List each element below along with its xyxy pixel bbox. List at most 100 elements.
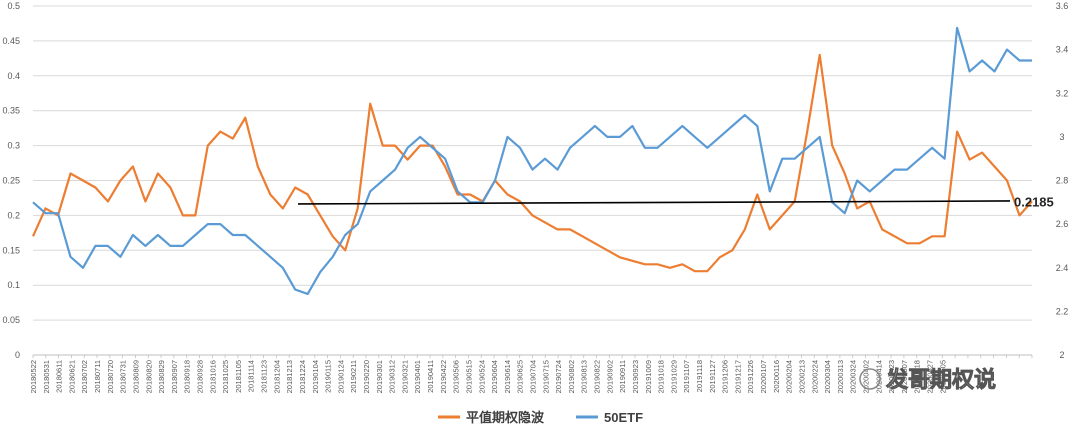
x-tick-label: 20190715 <box>541 360 550 393</box>
x-tick-label: 20180702 <box>80 360 89 393</box>
x-tick-label: 20180907 <box>170 360 179 393</box>
y-left-tick-label: 0.3 <box>7 141 20 151</box>
legend: 平值期权隐波 50ETF <box>438 410 643 425</box>
x-tick-label: 20190604 <box>490 360 499 393</box>
series-lines <box>31 26 1033 295</box>
x-tick-label: 20200324 <box>849 360 858 393</box>
x-tick-label: 20180531 <box>42 360 51 393</box>
y-axis-left: 0 0.05 0.1 0.15 0.2 0.25 0.3 0.35 0.4 0.45 0.5 <box>2 1 20 360</box>
y-right-tick-label: 2.2 <box>1056 306 1069 316</box>
x-tick-label: 20200518 <box>913 360 922 393</box>
x-tick-label: 20190802 <box>567 360 576 393</box>
x-tick-label: 20190923 <box>631 360 640 393</box>
x-tick-label: 20180820 <box>144 360 153 393</box>
x-tick-label: 20181213 <box>285 360 294 393</box>
x-tick-label: 20180621 <box>67 360 76 393</box>
x-tick-label: 20180918 <box>183 360 192 393</box>
x-tick-label: 20191029 <box>669 360 678 393</box>
x-tick-label: 20190211 <box>349 360 358 393</box>
y-left-tick-label: 0.25 <box>2 176 20 186</box>
y-left-tick-label: 0.15 <box>2 245 20 255</box>
x-tick-label: 20181016 <box>208 360 217 393</box>
x-tick-label: 20200402 <box>862 360 871 393</box>
y-right-tick-label: 2.6 <box>1056 219 1069 229</box>
x-tick-label: 20190301 <box>375 360 384 393</box>
y-left-tick-label: 0.5 <box>7 1 20 11</box>
x-tick-label: 20190422 <box>439 360 448 393</box>
wechat-icon <box>859 368 881 390</box>
x-tick-label: 20180522 <box>29 360 38 393</box>
x-tick-label: 20190822 <box>593 360 602 393</box>
x-tick-label: 20180829 <box>157 360 166 393</box>
y-right-tick-label: 3.4 <box>1056 45 1069 55</box>
x-tick-label: 20200414 <box>874 360 883 393</box>
x-tick-label: 20181025 <box>221 360 230 393</box>
x-tick-label: 20190124 <box>336 360 345 393</box>
y-left-tick-label: 0.45 <box>2 36 20 46</box>
x-tick-label: 20181123 <box>260 360 269 393</box>
x-tick-label: 20180809 <box>131 360 140 393</box>
watermark-text: 发哥期权说 <box>885 367 996 393</box>
x-tick-label: 20200224 <box>810 360 819 393</box>
y-left-tick-label: 0.1 <box>7 280 20 290</box>
x-tick-label: 20200507 <box>900 360 909 393</box>
x-tick-label: 20190104 <box>311 360 320 393</box>
y-axis-right: 2 2.2 2.4 2.6 2.8 3 3.2 3.4 3.6 <box>1056 1 1069 360</box>
x-tick-label: 20190411 <box>426 360 435 393</box>
x-tick-label: 20181204 <box>272 360 281 393</box>
x-tick-label: 20191226 <box>746 360 755 393</box>
y-left-tick-label: 0 <box>15 350 20 360</box>
series-line-1 <box>32 26 1032 295</box>
x-tick-label: 20190115 <box>324 360 333 393</box>
x-tick-label: 20191018 <box>657 360 666 393</box>
x-tick-label: 20191009 <box>644 360 653 393</box>
x-tick-label: 20190312 <box>388 360 397 393</box>
x-tick-label: 20200605 <box>938 360 947 393</box>
y-right-tick-label: 2.8 <box>1056 176 1069 186</box>
x-tick-label: 20190220 <box>362 360 371 393</box>
x-tick-label: 20190614 <box>503 360 512 393</box>
x-tick-label: 20180731 <box>119 360 128 393</box>
y-right-tick-label: 2.4 <box>1056 263 1069 273</box>
x-tick-label: 20200527 <box>926 360 935 393</box>
y-left-tick-label: 0.4 <box>7 71 20 81</box>
x-tick-label: 20191206 <box>721 360 730 393</box>
x-tick-label: 20190625 <box>516 360 525 393</box>
x-tick-label: 20181105 <box>234 360 243 393</box>
x-tick-label: 20200304 <box>823 360 832 393</box>
y-right-tick-label: 3.2 <box>1056 88 1069 98</box>
legend-label-iv: 平值期权隐波 <box>466 410 545 425</box>
x-tick-label: 20190506 <box>452 360 461 393</box>
y-left-tick-label: 0.35 <box>2 106 20 116</box>
x-tick-label: 20190704 <box>529 360 538 393</box>
reference-label: 0.2185 <box>1014 194 1054 209</box>
x-tick-label: 20191118 <box>695 360 704 392</box>
y-left-tick-label: 0.05 <box>2 315 20 325</box>
x-tick-label: 20180711 <box>93 360 102 393</box>
x-tick-label: 20190515 <box>464 360 473 393</box>
x-tick-label: 20190724 <box>554 360 563 393</box>
x-tick-label: 20191127 <box>708 360 717 393</box>
y-right-tick-label: 3.6 <box>1056 1 1069 11</box>
x-tick-label: 20200423 <box>887 360 896 393</box>
x-tick-label: 20181224 <box>298 360 307 393</box>
series-line-0 <box>31 53 1033 273</box>
x-tick-label: 20191217 <box>733 360 742 393</box>
x-tick-label: 20190902 <box>605 360 614 393</box>
x-tick-label: 20180720 <box>106 360 115 393</box>
x-tick-label: 20190813 <box>580 360 589 393</box>
watermark: 发哥期权说 <box>859 367 996 393</box>
x-tick-label: 20200213 <box>797 360 806 393</box>
reference-line-group: 0.2185 <box>297 194 1054 209</box>
x-tick-label: 20190401 <box>413 360 422 393</box>
x-tick-label: 20200116 <box>772 360 781 393</box>
x-tick-label: 20180611 <box>55 360 64 393</box>
y-right-tick-label: 3 <box>1059 132 1064 142</box>
legend-label-etf: 50ETF <box>604 410 643 425</box>
x-tick-label: 20190321 <box>400 360 409 393</box>
x-tick-label: 20181114 <box>247 360 256 392</box>
x-tick-label: 20180928 <box>196 360 205 393</box>
y-left-tick-label: 0.2 <box>7 210 20 220</box>
